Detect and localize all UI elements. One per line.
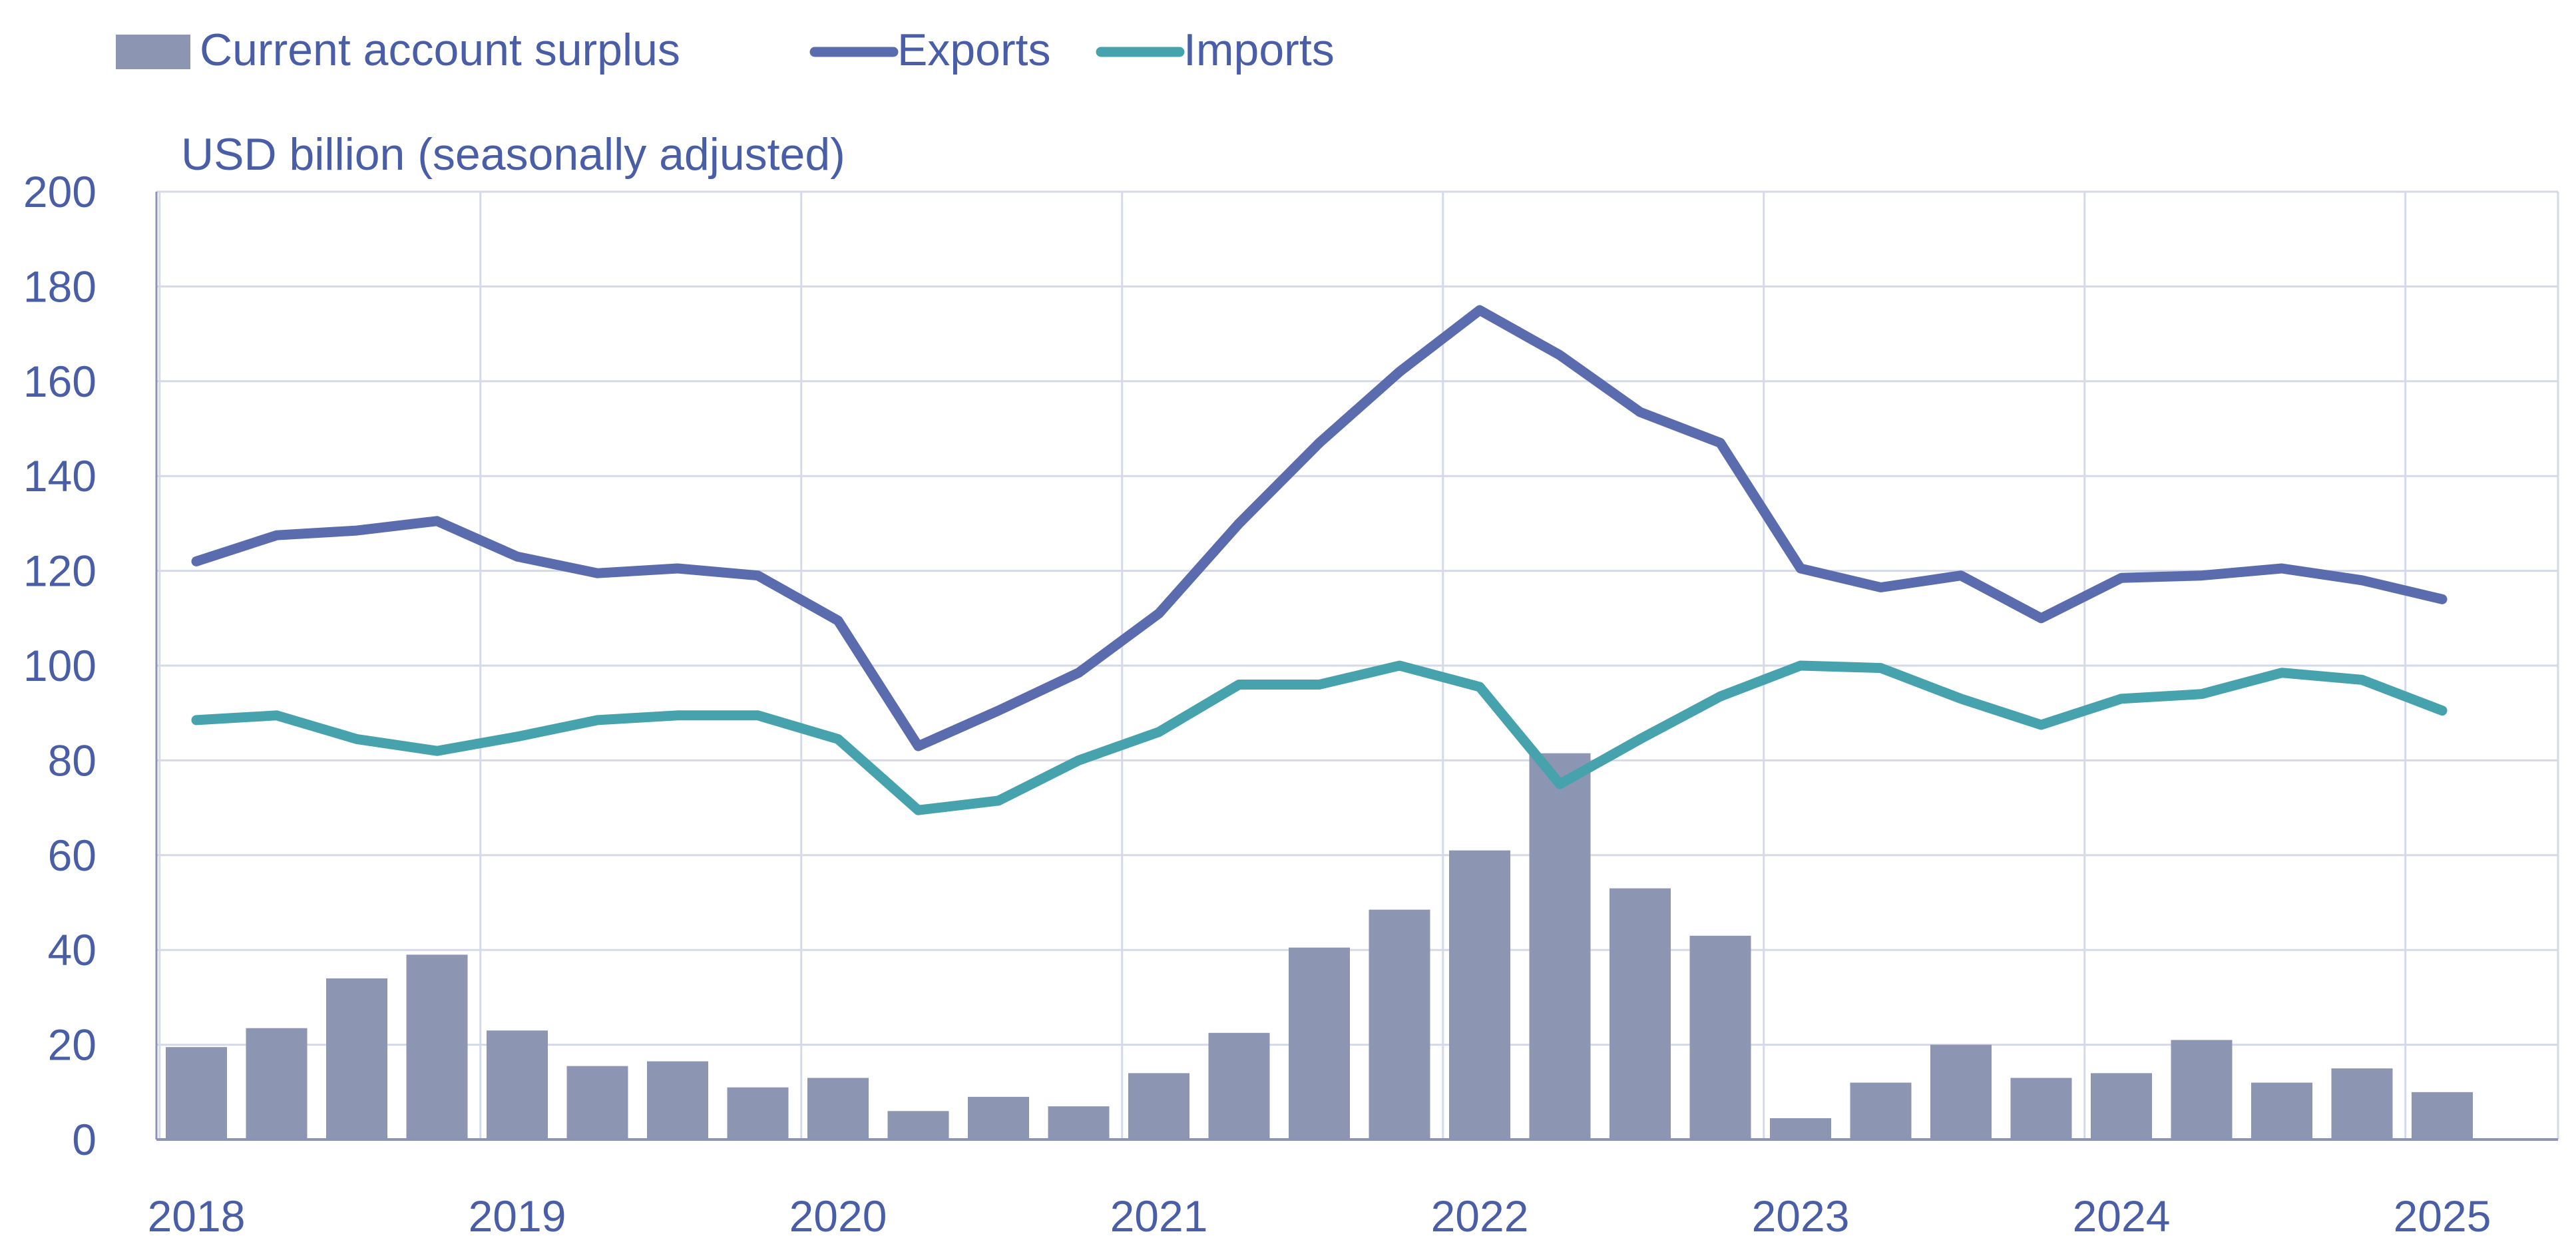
surplus-bar [1610,888,1671,1140]
x-tick-label: 2019 [469,1191,566,1241]
exports-line [191,305,2448,751]
surplus-bar [1770,1118,1831,1140]
surplus-bar [1689,935,1751,1140]
surplus-bar [1449,850,1510,1140]
y-tick-label: 200 [23,167,97,216]
surplus-bar [1128,1073,1189,1140]
surplus-bar [1208,1032,1270,1140]
x-tick-label: 2024 [2073,1191,2171,1241]
line-layer [191,305,2448,815]
surplus-bar [1289,947,1350,1140]
surplus-bar [647,1061,708,1140]
surplus-bar [1930,1044,1992,1140]
legend-swatch-surplus [116,35,190,69]
surplus-bar [2171,1040,2233,1140]
axis-layer [155,192,2558,1141]
x-tick-label: 2020 [789,1191,887,1241]
y-tick-label: 40 [48,925,97,974]
y-tick-label: 100 [23,641,97,690]
y-tick-label: 20 [48,1020,97,1070]
legend: Current account surplus Exports Imports [116,25,1335,75]
surplus-bar [1529,753,1591,1140]
x-tick-label: 2022 [1431,1191,1529,1241]
y-axis-unit-label: USD billion (seasonally adjusted) [181,129,845,180]
grid-layer [156,190,2559,1140]
imports-line [191,660,2448,815]
legend-label-imports: Imports [1183,25,1335,75]
y-tick-label: 80 [48,735,97,785]
y-tick-label: 0 [72,1115,97,1164]
surplus-bar [566,1066,628,1140]
label-layer: 0 20 40 60 80 100 120 140 160 180 200 2018 2019 2020 2… [23,167,2491,1241]
surplus-bar [1369,909,1430,1140]
surplus-bar [246,1028,308,1140]
x-tick-label: 2021 [1110,1191,1208,1241]
legend-label-surplus: Current account surplus [200,25,680,75]
surplus-bar [2412,1092,2473,1140]
surplus-bar [2010,1078,2072,1140]
surplus-bar [968,1096,1029,1140]
bar-layer [166,753,2473,1140]
surplus-bar [887,1111,949,1140]
y-tick-label: 60 [48,831,97,880]
x-tick-label: 2018 [148,1191,246,1241]
surplus-bar [2331,1068,2393,1140]
surplus-bar [2091,1073,2152,1140]
surplus-bar [1048,1106,1110,1140]
x-tick-label: 2025 [2394,1191,2491,1241]
surplus-bar [326,978,387,1140]
y-tick-label: 120 [23,546,97,596]
y-tick-label: 140 [23,451,97,501]
surplus-bar [1850,1082,1912,1140]
legend-label-exports: Exports [897,25,1051,75]
surplus-bar [406,954,468,1140]
surplus-bar [166,1047,227,1140]
x-tick-label: 2023 [1752,1191,1850,1241]
surplus-bar [807,1078,869,1140]
y-tick-label: 160 [23,357,97,406]
y-tick-label: 180 [23,262,97,311]
surplus-bar [727,1087,789,1140]
surplus-bar [487,1030,548,1140]
surplus-bar [2251,1082,2312,1140]
